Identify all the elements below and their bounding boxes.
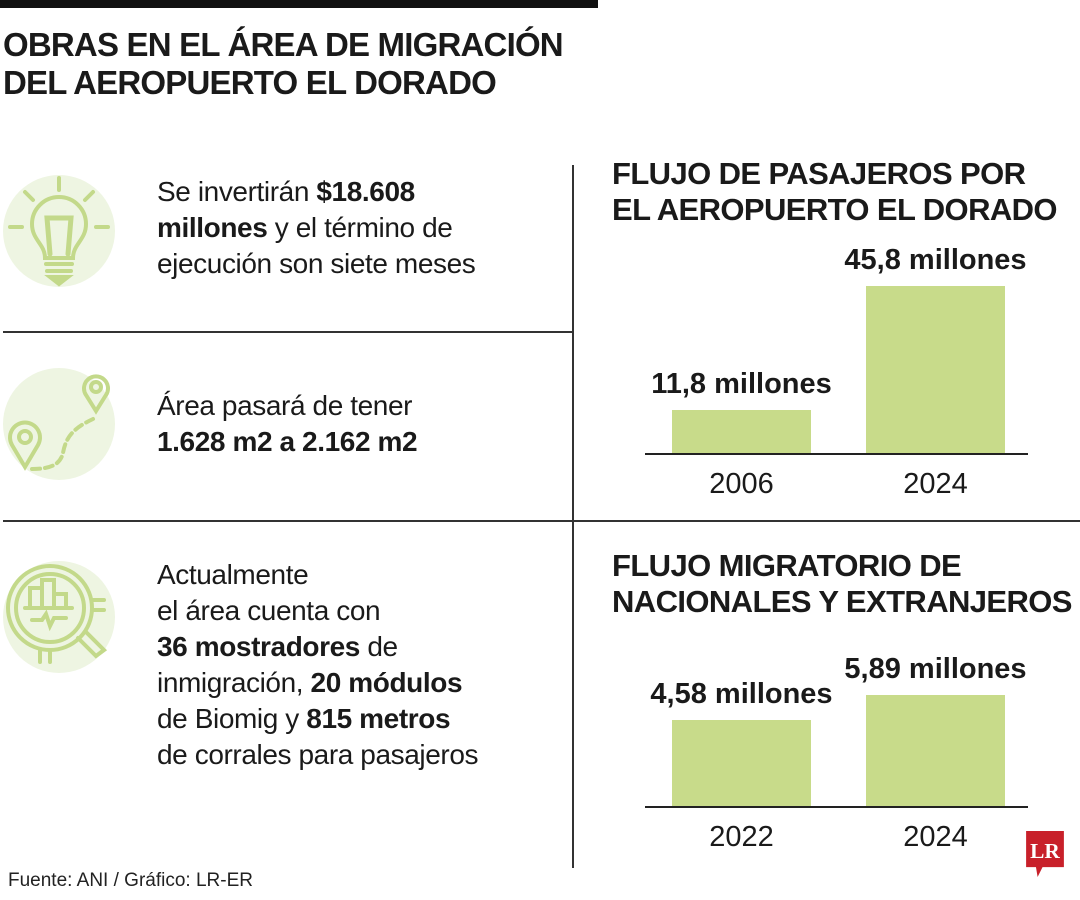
svg-text:LR: LR [1030,839,1060,863]
bar-2024 [866,695,1005,806]
bar-2006 [672,409,811,453]
chart-title-line: NACIONALES Y EXTRANJEROS [612,584,1072,619]
fact-line: 1.628 m2 a 2.162 m2 [157,424,418,460]
x-tick-label: 2006 [709,468,774,500]
route-pins-icon [3,368,115,480]
fact-text: Se invertirán [157,176,317,207]
fact-highlight: millones [157,212,268,243]
fact-current-facilities: Actualmente el área cuenta con 36 mostrado… [157,557,479,773]
fact-line: inmigración, 20 módulos [157,665,478,701]
magnifier-chart-icon [3,561,115,673]
fact-text: el área cuenta con [157,595,381,626]
fact-line: Actualmente [157,557,478,593]
fact-investment: Se invertirán $18.608 millones y el térmi… [157,174,476,282]
x-tick-label: 2024 [903,821,968,853]
fact-line: ejecución son siete meses [157,246,476,282]
fact-text: de corrales para pasajeros [157,739,479,770]
title-line-1: OBRAS EN EL ÁREA DE MIGRACIÓN [3,26,564,63]
divider [3,331,573,333]
fact-text: inmigración, [157,667,311,698]
fact-line: de Biomig y 815 metros [157,701,478,737]
fact-line: Se invertirán $18.608 [157,174,475,210]
bar-2022 [672,719,811,806]
page-title: OBRAS EN EL ÁREA DE MIGRACIÓN DEL AEROPU… [3,26,564,102]
chart-title-line: FLUJO DE PASAJEROS POR [612,156,1026,191]
fact-text: de [359,631,398,662]
lightbulb-icon [3,175,115,287]
fact-text: y el término de [267,212,453,243]
fact-highlight: 36 mostradores [157,631,360,662]
fact-line: Área pasará de tener [157,388,417,424]
fact-line: millones y el término de [157,210,475,246]
x-tick-label: 2024 [903,468,968,500]
x-tick-label: 2022 [709,821,774,853]
data-label: 45,8 millones [844,244,1027,276]
chart-title-line: EL AEROPUERTO EL DORADO [612,192,1058,227]
top-rule [0,0,598,8]
bar-2024 [866,286,1005,453]
chart-title-migration: FLUJO MIGRATORIO DE NACIONALES Y EXTRANJ… [612,548,1072,620]
data-label: 5,89 millones [844,653,1027,685]
x-axis [645,806,1028,808]
divider [3,520,1080,522]
title-line-2: DEL AEROPUERTO EL DORADO [3,64,497,101]
source-note: Fuente: ANI / Gráfico: LR-ER [8,870,253,891]
fact-line: de corrales para pasajeros [157,737,479,773]
column-divider [572,165,574,868]
fact-text: Área pasará de tener [157,390,413,421]
fact-text: ejecución son siete meses [157,248,476,279]
fact-highlight: $18.608 [316,176,415,207]
fact-highlight: 20 módulos [310,667,463,698]
fact-highlight: 1.628 m2 a 2.162 m2 [157,426,418,457]
fact-highlight: 815 metros [306,703,451,734]
chart-title-passengers: FLUJO DE PASAJEROS POR EL AEROPUERTO EL … [612,156,1058,228]
lr-logo: LR [1026,831,1064,877]
data-label: 4,58 millones [650,677,833,710]
x-axis [645,453,1028,455]
data-label: 11,8 millones [651,367,832,400]
fact-area: Área pasará de tener 1.628 m2 a 2.162 m2 [157,388,418,460]
fact-text: de Biomig y [157,703,307,734]
chart-title-line: FLUJO MIGRATORIO DE [612,548,962,583]
fact-line: 36 mostradores de [157,629,478,665]
fact-text: Actualmente [157,559,309,590]
fact-line: el área cuenta con [157,593,478,629]
